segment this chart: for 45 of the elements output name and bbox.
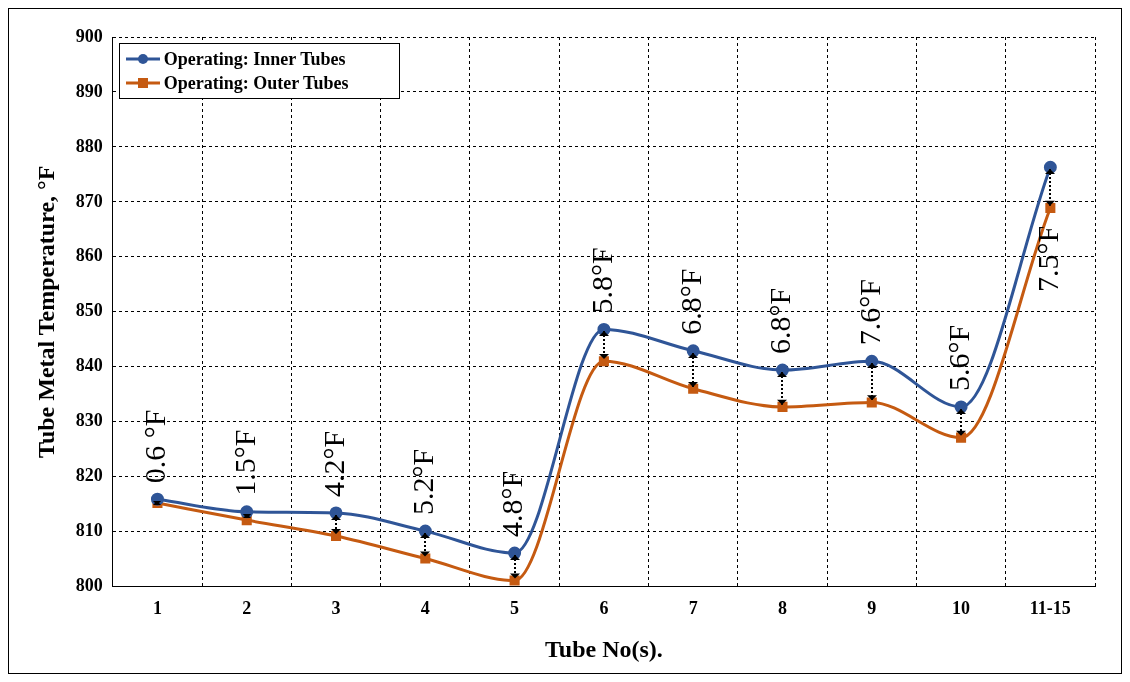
annotation: 7.6°F (852, 279, 886, 346)
y-tick-label: 850 (75, 300, 103, 321)
point (420, 553, 431, 564)
y-tick-label: 870 (75, 190, 103, 211)
y-tick-label: 800 (75, 575, 103, 596)
y-tick-label: 900 (75, 25, 103, 46)
annotation: 5.6°F (941, 324, 975, 391)
point (956, 432, 967, 443)
annotation: 5.8°F (584, 247, 618, 314)
x-tick-label: 5 (510, 598, 520, 619)
point (330, 531, 342, 542)
point (777, 401, 788, 412)
point (598, 356, 609, 367)
x-tick-label: 8 (777, 598, 787, 619)
x-tick-label: 1 (152, 598, 162, 619)
point (1045, 202, 1056, 213)
x-tick-label: 2 (242, 598, 252, 619)
y-axis-title: Tube Metal Temperature, °F (32, 165, 59, 458)
annotation: 7.5°F (1031, 225, 1065, 293)
point (509, 575, 520, 586)
x-axis-title: Tube No(s). (544, 635, 663, 662)
y-tick-label: 810 (75, 520, 103, 541)
y-tick-label: 830 (75, 410, 103, 431)
point (688, 383, 699, 394)
annotation: 1.5°F (227, 429, 261, 496)
legend-label: Operating: Inner Tubes (163, 48, 346, 71)
x-tick-label: 4 (420, 598, 430, 619)
annotation: 5.2°F (406, 448, 440, 516)
y-tick-label: 840 (75, 355, 103, 376)
x-tick-label: 7 (688, 598, 698, 619)
y-tick-label: 860 (75, 245, 103, 266)
x-tick-label: 3 (331, 598, 341, 619)
y-tick-label: 820 (75, 465, 103, 486)
x-tick-label: 6 (599, 598, 609, 619)
annotation: 6.8°F (763, 287, 797, 355)
x-tick-label: 9 (867, 598, 877, 619)
x-tick-label: 11-15 (1029, 598, 1071, 619)
annotation: 6.8°F (674, 268, 708, 335)
annotation: 4.8°F (495, 470, 529, 538)
legend-label: Operating: Outer Tubes (163, 72, 349, 95)
y-tick-label: 890 (75, 80, 103, 101)
x-tick-label: 10 (952, 598, 971, 619)
point (866, 397, 877, 408)
annotation: 4.2°F (316, 430, 350, 497)
y-tick-label: 880 (75, 135, 103, 156)
